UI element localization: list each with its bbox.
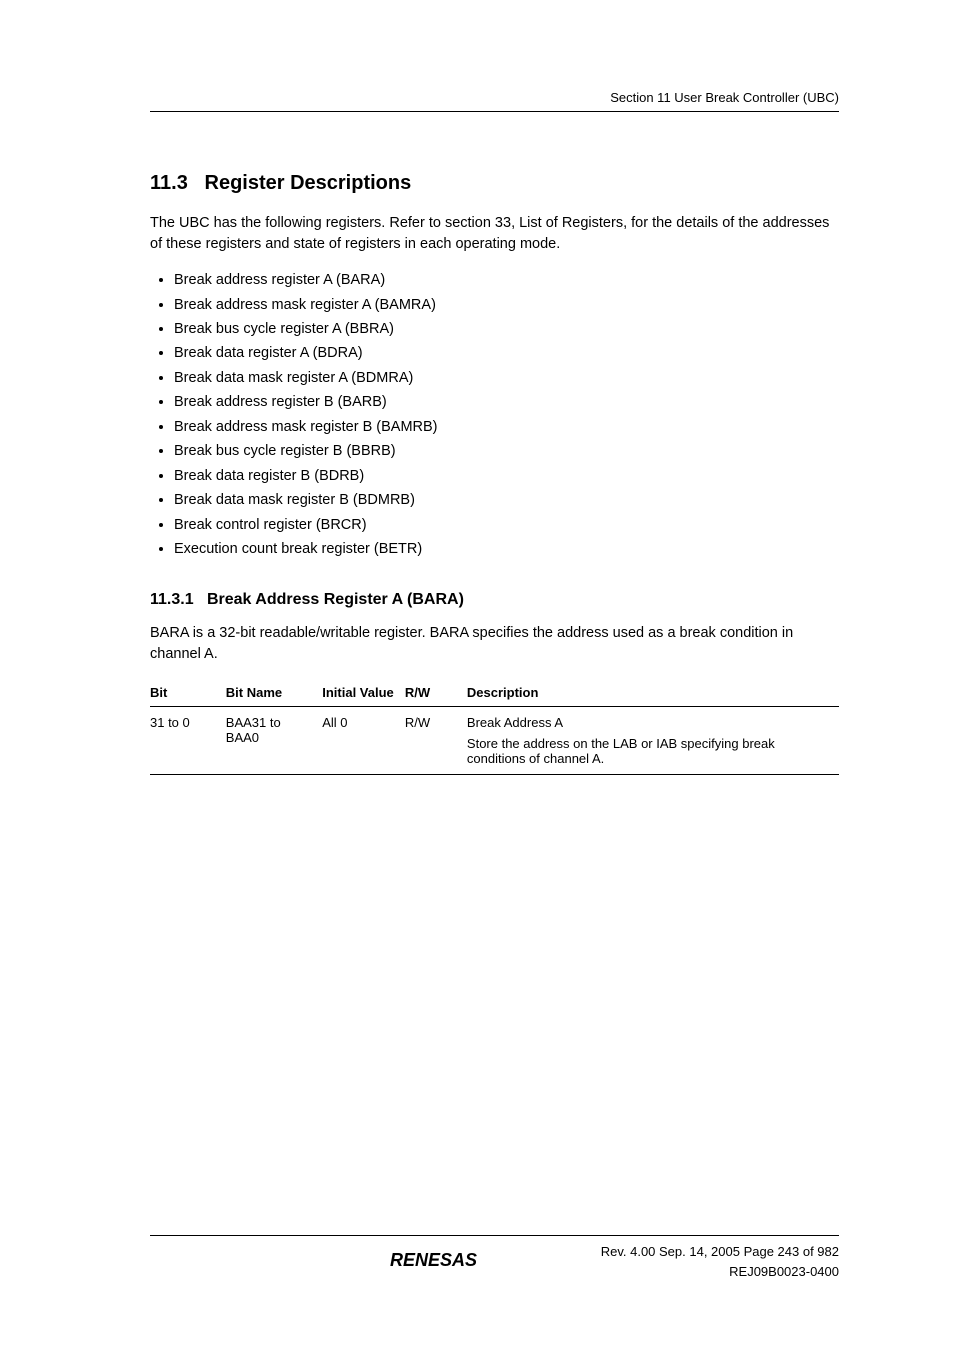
section-title: Register Descriptions xyxy=(205,172,412,194)
th-bit: Bit xyxy=(150,679,226,707)
section-number: 11.3 xyxy=(150,172,188,194)
subsection-number: 11.3.1 xyxy=(150,591,194,608)
list-item: Break data mask register A (BDMRA) xyxy=(174,367,839,389)
list-item: Break data register A (BDRA) xyxy=(174,342,839,364)
list-item: Break address register A (BARA) xyxy=(174,269,839,291)
desc-title: Break Address A xyxy=(467,715,831,730)
th-desc: Description xyxy=(467,679,839,707)
footer-docid: REJ09B0023-0400 xyxy=(510,1262,839,1282)
section-intro: The UBC has the following registers. Ref… xyxy=(150,213,839,255)
register-table: Bit Bit Name Initial Value R/W Descripti… xyxy=(150,679,839,775)
list-item: Break bus cycle register A (BBRA) xyxy=(174,318,839,340)
table-header-row: Bit Bit Name Initial Value R/W Descripti… xyxy=(150,679,839,707)
cell-rw: R/W xyxy=(405,706,467,774)
list-item: Break data register B (BDRB) xyxy=(174,465,839,487)
register-list: Break address register A (BARA) Break ad… xyxy=(150,269,839,561)
section-heading: 11.3 Register Descriptions xyxy=(150,172,839,195)
header-rule: Section 11 User Break Controller (UBC) xyxy=(150,90,839,112)
bitname-line2: BAA0 xyxy=(226,730,259,745)
renesas-logo: RENESAS xyxy=(390,1248,510,1277)
cell-bit: 31 to 0 xyxy=(150,706,226,774)
footer-rev: Rev. 4.00 Sep. 14, 2005 Page 243 of 982 xyxy=(510,1242,839,1262)
list-item: Break bus cycle register B (BBRB) xyxy=(174,440,839,462)
cell-bitname: BAA31 to BAA0 xyxy=(226,706,322,774)
subsection-heading: 11.3.1 Break Address Register A (BARA) xyxy=(150,591,839,609)
list-item: Break control register (BRCR) xyxy=(174,514,839,536)
list-item: Break address mask register A (BAMRA) xyxy=(174,294,839,316)
th-bitname: Bit Name xyxy=(226,679,322,707)
header-section-label: Section 11 User Break Controller (UBC) xyxy=(150,90,839,105)
cell-desc: Break Address A Store the address on the… xyxy=(467,706,839,774)
list-item: Break address mask register B (BAMRB) xyxy=(174,416,839,438)
footer-rule: RENESAS Rev. 4.00 Sep. 14, 2005 Page 243… xyxy=(150,1235,839,1281)
bitname-line1: BAA31 to xyxy=(226,715,281,730)
cell-initial: All 0 xyxy=(322,706,405,774)
list-item: Break address register B (BARB) xyxy=(174,391,839,413)
page-footer: RENESAS Rev. 4.00 Sep. 14, 2005 Page 243… xyxy=(150,1235,839,1281)
th-rw: R/W xyxy=(405,679,467,707)
subsection-title: Break Address Register A (BARA) xyxy=(207,591,464,608)
footer-right: Rev. 4.00 Sep. 14, 2005 Page 243 of 982 … xyxy=(510,1242,839,1281)
th-initial: Initial Value xyxy=(322,679,405,707)
subsection-intro: BARA is a 32-bit readable/writable regis… xyxy=(150,623,839,665)
desc-body: Store the address on the LAB or IAB spec… xyxy=(467,736,831,766)
table-row: 31 to 0 BAA31 to BAA0 All 0 R/W Break Ad… xyxy=(150,706,839,774)
list-item: Break data mask register B (BDMRB) xyxy=(174,489,839,511)
logo-text: RENESAS xyxy=(390,1250,477,1270)
list-item: Execution count break register (BETR) xyxy=(174,538,839,560)
